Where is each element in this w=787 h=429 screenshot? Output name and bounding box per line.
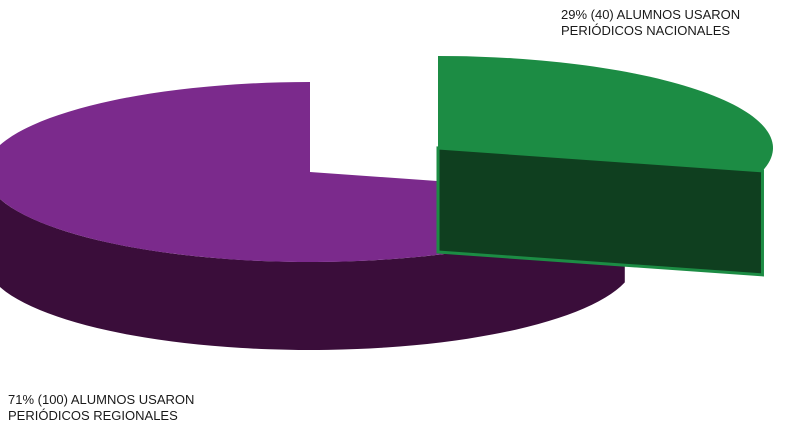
- slice-side-regionales: [0, 194, 625, 350]
- slice-label-line: 29% (40) ALUMNOS USARON: [561, 7, 741, 22]
- slice-label-line: 71% (100) ALUMNOS USARON: [8, 392, 195, 407]
- slice-label-line: PERIÓDICOS NACIONALES: [561, 23, 731, 38]
- slice-top-nacionales: [438, 56, 773, 171]
- slice-label-line: PERIÓDICOS REGIONALES: [8, 408, 178, 423]
- slice-nacionales: [436, 56, 773, 277]
- slice-label-nacionales: 29% (40) ALUMNOS USARON PERIÓDICOS NACIO…: [561, 7, 740, 39]
- slice-label-regionales: 71% (100) ALUMNOS USARON PERIÓDICOS REGI…: [8, 392, 194, 424]
